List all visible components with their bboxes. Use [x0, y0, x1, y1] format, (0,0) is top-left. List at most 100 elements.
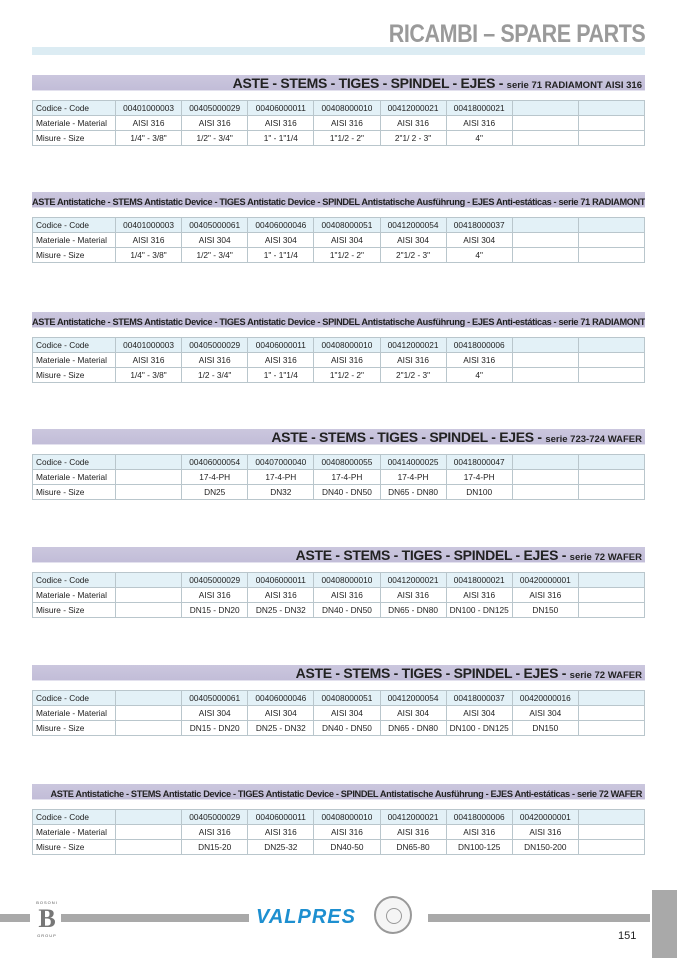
table-cell: 00405000029	[181, 809, 249, 825]
row-label: Materiale - Material	[32, 587, 116, 603]
section-header: ASTE Antistatiche - STEMS Antistatic Dev…	[32, 192, 645, 208]
parts-table: Codice - Code 00405000061 00406000046 00408…	[32, 690, 646, 736]
table-cell: 00412000021	[379, 100, 447, 116]
parts-table: Codice - Code 00406000054 00407000040 00408…	[32, 454, 646, 500]
table-cell: DN150-200	[511, 839, 579, 855]
table-cell: DN25 - DN32	[247, 602, 315, 618]
table-cell: DN40 - DN50	[313, 602, 381, 618]
table-cell	[114, 690, 183, 706]
table-cell: DN15 - DN20	[181, 720, 249, 736]
table-cell: DN65 - DN80	[379, 602, 447, 618]
table-cell	[577, 217, 646, 233]
table-cell	[114, 572, 183, 588]
section-title: ASTE - STEMS - TIGES - SPINDEL - EJES -	[271, 429, 546, 445]
table-cell: 00407000040	[247, 454, 315, 470]
table-cell: 00420000001	[511, 572, 579, 588]
table-cell: 00412000054	[379, 690, 447, 706]
iso-certification-seal-icon	[374, 896, 412, 934]
table-cell: 1" - 1"1/4	[247, 247, 315, 263]
parts-table: Codice - Code 00405000029 00406000011 00408…	[32, 809, 646, 855]
section-series: serie 72 WAFER	[569, 552, 642, 563]
section-series: serie 71 RADIAMONT A105	[558, 197, 645, 207]
table-cell: DN25 - DN32	[247, 720, 315, 736]
table-cell: 00418000021	[445, 100, 513, 116]
table-cell	[577, 809, 646, 825]
row-label: Materiale - Material	[32, 352, 116, 368]
table-cell: 00405000029	[181, 100, 249, 116]
table-cell	[511, 484, 579, 500]
table-cell: 00412000054	[379, 217, 447, 233]
table-cell: DN100	[445, 484, 513, 500]
table-cell	[114, 839, 183, 855]
table-cell	[577, 572, 646, 588]
parts-section: ASTE Antistatiche - STEMS Antistatic Dev…	[32, 312, 646, 392]
table-cell	[577, 100, 646, 116]
table-cell: 00420000001	[511, 809, 579, 825]
table-cell: 00418000006	[445, 337, 513, 353]
row-label: Codice - Code	[32, 572, 116, 588]
table-row: Codice - Code 00405000061 00406000046 00408…	[32, 690, 646, 706]
table-cell	[577, 690, 646, 706]
table-row: Materiale - Material AISI 304 AISI 304 AISI…	[32, 705, 646, 721]
table-cell: AISI 316	[379, 115, 447, 131]
table-cell: AISI 316	[511, 587, 579, 603]
table-cell: 00401000003	[114, 337, 183, 353]
table-cell: 1"1/2 - 2"	[313, 367, 381, 383]
table-cell	[511, 352, 579, 368]
table-cell: 00408000010	[313, 809, 381, 825]
table-cell: 2"1/ 2 - 3"	[379, 130, 447, 146]
table-cell: 1" - 1"1/4	[247, 367, 315, 383]
parts-table: Codice - Code 00401000003 00405000029 00406…	[32, 337, 646, 383]
table-cell	[577, 705, 646, 721]
table-cell: 17-4-PH	[247, 469, 315, 485]
table-cell: AISI 316	[247, 587, 315, 603]
table-cell: 2"1/2 - 3"	[379, 247, 447, 263]
table-cell: 00418000037	[445, 217, 513, 233]
table-cell: 4"	[445, 247, 513, 263]
table-cell: 00401000003	[114, 100, 183, 116]
table-cell	[511, 469, 579, 485]
table-cell	[114, 809, 183, 825]
section-header: ASTE Antistatiche - STEMS Antistatic Dev…	[32, 784, 645, 800]
table-cell: 4"	[445, 367, 513, 383]
title-underline-bar	[32, 47, 645, 55]
table-cell: AISI 316	[247, 824, 315, 840]
table-row: Materiale - Material AISI 316 AISI 316 AISI…	[32, 587, 646, 603]
section-header: ASTE - STEMS - TIGES - SPINDEL - EJES - …	[32, 429, 645, 445]
section-header: ASTE - STEMS - TIGES - SPINDEL - EJES - …	[32, 547, 645, 563]
table-cell	[577, 367, 646, 383]
table-cell: 1/4" - 3/8"	[114, 367, 183, 383]
table-cell: 00418000021	[445, 572, 513, 588]
table-cell: 1/4" - 3/8"	[114, 247, 183, 263]
section-title: ASTE - STEMS - TIGES - SPINDEL - EJES -	[232, 75, 507, 91]
table-cell	[511, 337, 579, 353]
table-cell	[577, 824, 646, 840]
table-row: Misure - Size 1/4" - 3/8" 1/2 - 3/4" 1" - 1…	[32, 367, 646, 383]
table-cell: 00406000011	[247, 572, 315, 588]
table-cell: 00405000061	[181, 690, 249, 706]
table-cell: 00418000006	[445, 809, 513, 825]
table-row: Codice - Code 00405000029 00406000011 00408…	[32, 572, 646, 588]
table-cell: AISI 316	[379, 352, 447, 368]
table-cell: DN15 - DN20	[181, 602, 249, 618]
row-label: Materiale - Material	[32, 115, 116, 131]
logo-top-text: BOSONI	[36, 900, 58, 905]
table-cell: AISI 304	[445, 705, 513, 721]
footer-bar-right	[428, 914, 650, 922]
section-header: ASTE - STEMS - TIGES - SPINDEL - EJES - …	[32, 75, 645, 91]
table-cell: 00418000037	[445, 690, 513, 706]
footer-bar-middle	[61, 914, 249, 922]
table-cell: AISI 304	[181, 232, 249, 248]
table-cell: DN32	[247, 484, 315, 500]
table-cell: 00406000046	[247, 690, 315, 706]
table-cell	[577, 130, 646, 146]
table-cell	[577, 602, 646, 618]
table-row: Misure - Size DN15-20 DN25-32 DN40-50 DN65-8…	[32, 839, 646, 855]
table-cell	[114, 720, 183, 736]
section-title: ASTE Antistatiche - STEMS Antistatic Dev…	[32, 317, 559, 327]
table-cell	[577, 247, 646, 263]
table-row: Codice - Code 00401000003 00405000029 00406…	[32, 100, 646, 116]
table-cell: DN25-32	[247, 839, 315, 855]
section-header: ASTE Antistatiche - STEMS Antistatic Dev…	[32, 312, 645, 328]
table-row: Codice - Code 00401000003 00405000061 00406…	[32, 217, 646, 233]
